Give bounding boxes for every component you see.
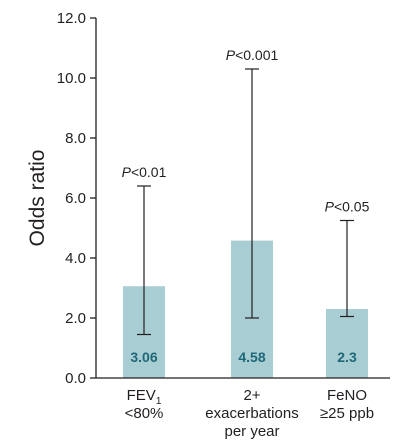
- error-bar-0: [137, 185, 151, 336]
- category-label-1: 2+ exacerbations per year: [205, 387, 298, 440]
- y-tick-label-1: 2.0: [65, 310, 86, 327]
- p-value-label-2: P<0.05: [325, 199, 370, 215]
- category-label-2: FeNO ≥25 ppb: [320, 387, 374, 422]
- y-tick-label-5: 10.0: [57, 70, 86, 87]
- p-value-label-1: P<0.001: [226, 47, 279, 63]
- bar-2: [326, 309, 368, 378]
- error-bar-1: [245, 68, 259, 319]
- y-tick-label-6: 12.0: [57, 10, 86, 27]
- y-tick-label-2: 4.0: [65, 250, 86, 267]
- value-label-2: 2.3: [337, 349, 357, 365]
- y-tick-label-4: 8.0: [65, 130, 86, 147]
- error-bar-2: [340, 219, 354, 318]
- value-label-0: 3.06: [130, 349, 157, 365]
- y-tick-label-0: 0.0: [65, 370, 86, 387]
- p-value-label-0: P<0.01: [122, 164, 167, 180]
- category-label-0: FEV1 <80%: [125, 387, 164, 422]
- y-axis-title: Odds ratio: [26, 150, 49, 247]
- value-label-1: 4.58: [238, 349, 265, 365]
- y-tick-label-3: 6.0: [65, 190, 86, 207]
